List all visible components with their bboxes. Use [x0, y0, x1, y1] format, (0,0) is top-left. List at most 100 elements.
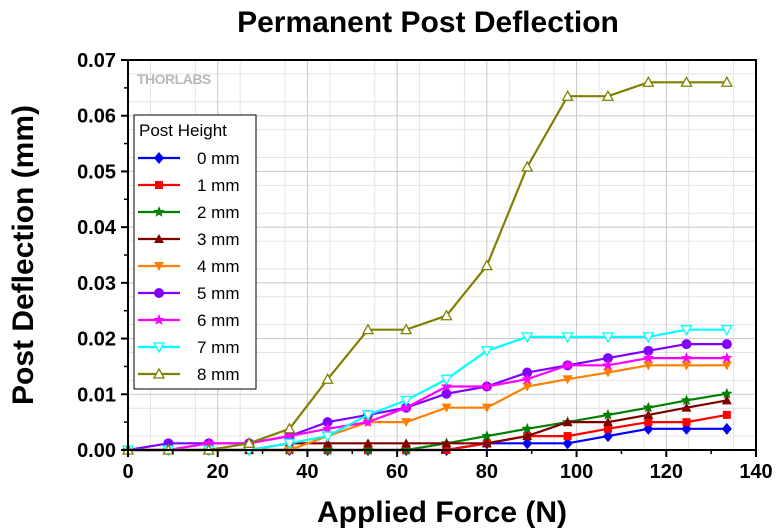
data-point — [721, 361, 732, 371]
y-tick-label: 0.02 — [77, 329, 116, 351]
series-line — [128, 357, 727, 452]
legend-items: 0 mm 1 mm 2 mm 3 mm 4 mm 5 mm 6 mm 7 mm 8 mm — [138, 149, 240, 384]
data-point — [721, 395, 732, 405]
data-point — [561, 89, 574, 101]
data-point — [601, 89, 615, 101]
legend-item: 7 mm — [138, 338, 240, 357]
series-3-mm — [123, 395, 732, 454]
x-tick-label: 100 — [560, 461, 593, 483]
data-point — [681, 361, 692, 371]
x-axis-title: Applied Force (N) — [317, 496, 567, 529]
data-point — [602, 359, 614, 371]
legend-label: 1 mm — [197, 176, 240, 195]
data-point — [720, 75, 733, 87]
data-point — [721, 339, 732, 350]
data-point — [682, 418, 691, 427]
y-tick-label: 0.00 — [77, 440, 116, 462]
legend-marker — [154, 234, 164, 243]
legend-label: 5 mm — [197, 284, 240, 303]
data-point — [642, 75, 655, 87]
data-point — [521, 373, 533, 385]
series-line — [128, 81, 727, 452]
legend: Post Height 0 mm 1 mm 2 mm 3 mm 4 mm 5 mm 6 mm… — [133, 114, 257, 390]
data-point — [680, 75, 693, 87]
data-point — [283, 430, 296, 441]
data-point — [203, 437, 215, 449]
legend-marker — [154, 262, 164, 271]
data-point — [481, 380, 493, 392]
data-point — [321, 422, 334, 434]
data-point — [643, 345, 654, 356]
y-tick-label: 0.05 — [77, 161, 116, 183]
data-point — [642, 332, 655, 344]
data-point — [441, 438, 452, 448]
data-point — [440, 374, 453, 386]
data-point — [400, 323, 413, 335]
series-2-mm — [122, 387, 733, 455]
data-point — [522, 382, 533, 392]
data-point — [644, 418, 653, 427]
x-tick-label: 0 — [122, 461, 133, 483]
x-tick-label: 40 — [296, 461, 318, 483]
data-point — [361, 323, 375, 335]
legend-label: 8 mm — [197, 365, 240, 384]
legend-marker — [154, 152, 164, 164]
data-point — [522, 437, 533, 450]
data-point — [362, 438, 373, 448]
data-point — [481, 403, 492, 413]
thorlabs-watermark: THORLABS — [137, 71, 211, 87]
data-point — [441, 403, 452, 413]
legend-marker — [155, 181, 163, 189]
legend-marker — [152, 342, 166, 354]
data-point — [642, 352, 655, 363]
y-tick-label: 0.06 — [77, 106, 116, 128]
data-point — [561, 359, 574, 371]
y-tick-label: 0.07 — [77, 50, 116, 72]
data-point — [722, 410, 731, 419]
legend-item: 4 mm — [138, 257, 240, 276]
legend-label: 3 mm — [197, 230, 240, 249]
legend-label: 7 mm — [197, 338, 240, 357]
data-point — [521, 422, 533, 434]
data-point — [441, 388, 452, 399]
y-tick-label: 0.04 — [77, 217, 117, 239]
data-point — [243, 436, 256, 448]
data-point — [440, 380, 453, 392]
legend-label: 4 mm — [197, 257, 240, 276]
legend-item: 8 mm — [138, 365, 240, 384]
legend-marker — [153, 314, 165, 325]
data-point — [401, 418, 412, 428]
data-point — [481, 438, 492, 448]
data-point — [603, 424, 612, 433]
data-point — [721, 422, 732, 435]
data-point — [721, 352, 733, 363]
data-point — [481, 430, 493, 441]
legend-item: 1 mm — [138, 176, 240, 195]
data-point — [680, 325, 693, 336]
y-tick-label: 0.03 — [77, 273, 116, 295]
data-point — [563, 432, 572, 441]
data-point — [643, 361, 654, 371]
data-point — [602, 408, 614, 420]
legend-label: 6 mm — [197, 311, 240, 330]
legend-item: 5 mm — [138, 284, 240, 303]
data-point — [562, 417, 573, 427]
legend-item: 0 mm — [138, 149, 240, 168]
data-point — [321, 431, 334, 443]
data-point — [681, 402, 692, 412]
x-tick-label: 120 — [650, 461, 683, 483]
y-tick-label: 0.01 — [77, 384, 116, 406]
data-point — [602, 417, 613, 427]
data-point — [480, 259, 493, 271]
data-point — [521, 332, 534, 344]
data-point — [362, 416, 374, 427]
y-tick-labels: 0.00 0.01 0.02 0.03 0.04 0.05 0.06 0.07 — [77, 50, 117, 462]
data-point — [721, 387, 733, 399]
data-point — [562, 375, 573, 385]
data-point — [680, 352, 693, 363]
data-point — [480, 346, 493, 358]
data-point — [321, 372, 334, 384]
data-point — [681, 339, 692, 350]
data-point — [440, 309, 453, 321]
